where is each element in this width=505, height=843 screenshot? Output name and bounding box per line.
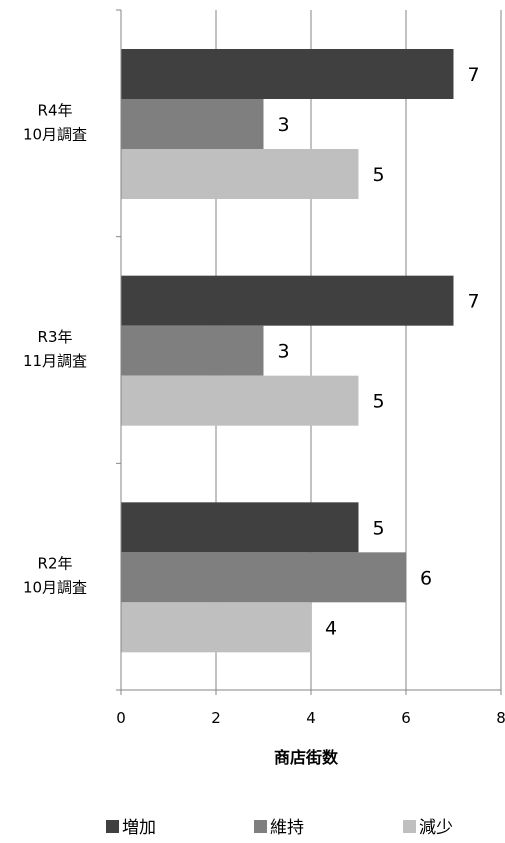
category-label-2: R3年 11月調査 <box>23 328 87 370</box>
data-label-1-1: 7 <box>468 64 480 86</box>
data-label-1-2: 3 <box>278 114 290 136</box>
legend-swatch-2 <box>254 820 267 833</box>
data-label-3-3: 4 <box>325 617 337 639</box>
data-label-3-1: 5 <box>373 517 385 539</box>
legend-label-2: 維持 <box>270 818 304 838</box>
x-tick-label-4: 8 <box>496 709 505 727</box>
legend-item-3: 減少 <box>403 818 453 838</box>
x-tick-label-0: 0 <box>116 709 126 727</box>
x-tick-label-3: 6 <box>401 709 411 727</box>
data-label-2-3: 5 <box>373 391 385 413</box>
bar-2-2 <box>121 325 264 376</box>
x-axis-title: 商店街数 <box>274 748 339 767</box>
category-label-1: R4年 10月調査 <box>23 101 87 143</box>
bar-3-3 <box>121 602 311 653</box>
legend-item-1: 増加 <box>106 818 156 838</box>
legend-swatch-3 <box>403 820 416 833</box>
labels: 7 3 5 R4年 10月調査 7 3 5 R3年 11月調査 5 6 4 R2年 10月調査 <box>23 64 480 639</box>
data-label-3-2: 6 <box>420 567 432 589</box>
bar-1-1 <box>121 49 454 99</box>
bar-2-3 <box>121 375 359 426</box>
legend: 増加 維持 減少 <box>106 818 453 838</box>
category-label-3: R2年 10月調査 <box>23 555 87 597</box>
bars <box>121 49 454 653</box>
legend-label-3: 減少 <box>419 818 453 838</box>
bar-1-2 <box>121 99 264 149</box>
legend-swatch-1 <box>106 820 119 833</box>
axes: 0 2 4 6 8 商店街数 <box>116 9 505 767</box>
x-tick-label-1: 2 <box>211 709 221 727</box>
legend-label-1: 増加 <box>122 818 156 838</box>
bar-3-2 <box>121 552 406 603</box>
data-label-2-1: 7 <box>468 291 480 313</box>
bar-1-3 <box>121 149 359 199</box>
legend-item-2: 維持 <box>254 818 304 838</box>
x-tick-label-2: 4 <box>306 709 316 727</box>
bar-2-1 <box>121 275 454 326</box>
bar-3-1 <box>121 502 359 553</box>
data-label-2-2: 3 <box>278 341 290 363</box>
data-label-1-3: 5 <box>373 164 385 186</box>
